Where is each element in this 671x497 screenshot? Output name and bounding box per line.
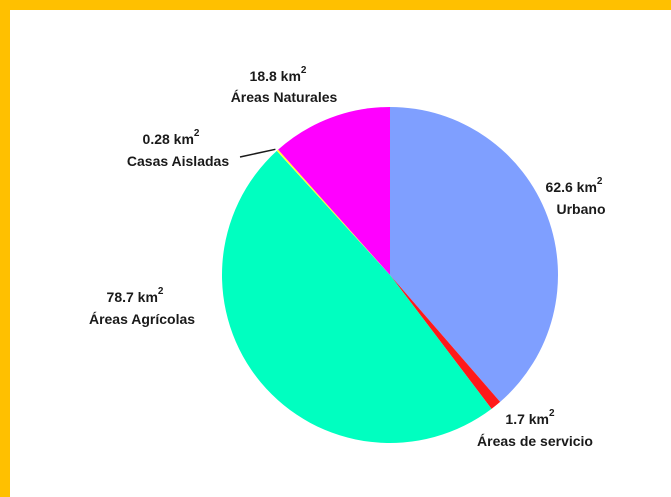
pie-slice-urbano	[390, 107, 558, 402]
pie-slices	[221, 107, 558, 444]
slice-label-casas-name: Casas Aisladas	[127, 153, 229, 169]
slice-label-agricolas-name: Áreas Agrícolas	[89, 311, 195, 327]
slice-label-naturales-value: 18.8 km2	[250, 65, 307, 84]
pie-slice-areas-agricolas	[221, 150, 492, 444]
slice-label-servicio-name: Áreas de servicio	[477, 433, 593, 449]
slice-label-naturales-name: Áreas Naturales	[231, 89, 338, 105]
pie-slice-areas-naturales	[278, 107, 390, 275]
slice-label-agricolas-value: 78.7 km2	[107, 286, 164, 305]
leader-line-casas-aisladas	[239, 148, 276, 158]
slice-label-urbano-name: Urbano	[557, 201, 606, 217]
slice-label-servicio-value: 1.7 km2	[505, 408, 555, 427]
pie-slice-areas-de-servicio	[390, 275, 501, 409]
slice-label-casas-value: 0.28 km2	[143, 128, 200, 147]
leader-lines	[239, 148, 276, 158]
pie-slice-casas-aisladas	[276, 149, 390, 275]
slice-label-urbano-value: 62.6 km2	[546, 176, 603, 195]
